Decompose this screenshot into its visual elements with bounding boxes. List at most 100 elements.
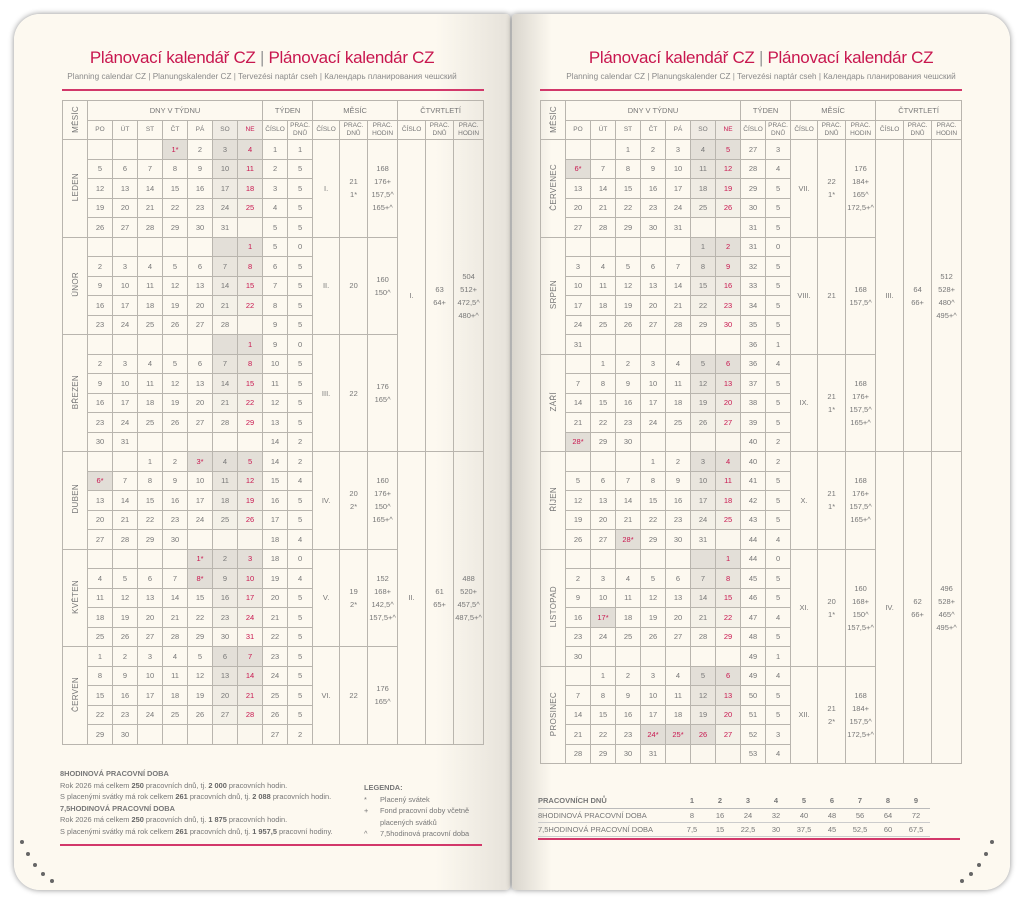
day-cell: 10 (690, 470, 716, 491)
day-cell: 28 (565, 743, 591, 764)
day-header: ST (137, 119, 163, 140)
day-cell: 9 (615, 685, 641, 706)
week-row: 5 6 7 8 9 10 11 2 5 (63, 158, 484, 179)
footer-line: Rok 2026 má celkem 250 pracovních dnů, t… (60, 815, 288, 824)
week-number: 21 (262, 607, 289, 628)
month-number: II. (312, 236, 341, 335)
day-cell: 5 (714, 139, 742, 160)
day-cell: 24 (640, 412, 666, 433)
month-number: XII. (790, 665, 819, 764)
week-number: 14 (262, 451, 289, 472)
week-number: 43 (740, 509, 767, 530)
day-cell: 7 (162, 568, 188, 589)
month-number: VII. (790, 139, 819, 238)
day-cell: 10 (137, 665, 163, 686)
week-workdays: 5 (287, 646, 314, 667)
value: 165^ (374, 697, 391, 707)
day-cell: 4 (714, 451, 742, 472)
day-cell: 19 (640, 607, 666, 628)
day-cell: 3 (137, 646, 163, 667)
day-cell (690, 431, 716, 452)
value: 176+ (852, 391, 870, 401)
day-cell: 14 (565, 704, 591, 725)
day-cell: 21 (212, 295, 238, 316)
day-cell: 2 (187, 139, 213, 160)
value: 165+^ (850, 417, 871, 427)
day-cell: 5 (236, 451, 264, 472)
day-cell: 29 (640, 529, 666, 550)
value: 184+ (852, 703, 870, 713)
week-workdays: 2 (287, 451, 314, 472)
day-cell (690, 743, 716, 764)
week-workdays: 5 (287, 607, 314, 628)
day-cell: 26 (565, 529, 591, 550)
day-cell: 6 (212, 646, 238, 667)
value: 150^ (374, 287, 391, 297)
week-workdays: 5 (765, 470, 792, 491)
quarter-workdays: 62 66+ (903, 451, 933, 764)
day-cell: 11 (236, 158, 264, 179)
day-cell: 5 (87, 158, 113, 179)
week-number: 27 (740, 139, 767, 160)
value: 22 (827, 177, 836, 187)
month-name: LISTOPAD (548, 585, 558, 628)
day-cell: 24* (640, 724, 666, 745)
day-cell: 17 (236, 587, 264, 608)
day-cell: 30 (162, 529, 188, 550)
week-workdays: 5 (287, 295, 314, 316)
day-cell: 6 (137, 568, 163, 589)
day-cell: 27 (590, 529, 616, 550)
month-number: VI. (312, 646, 341, 745)
value: 168 (854, 476, 867, 486)
page-title: Plánovací kalendář CZ | Plánovací kalend… (89, 48, 435, 67)
value: 165^ (852, 190, 869, 200)
value: 457,5^ (457, 599, 480, 609)
day-cell: 21 (615, 509, 641, 530)
day-cell: 21 (137, 197, 163, 218)
day-cell: 7 (212, 256, 238, 277)
day-cell: 19 (690, 392, 716, 413)
value: 1* (828, 190, 836, 200)
day-cell: 15 (690, 275, 716, 296)
day-cell: 14 (565, 392, 591, 413)
week-workdays: 4 (287, 529, 314, 550)
quarter-number: I. (397, 139, 427, 452)
value: 168 (854, 284, 867, 294)
week-row: LISTOPAD 1 44 0 XI. 20 1* 160 168+ 150^ 157,5+^ (540, 548, 962, 667)
week-row: ČERVEN 1 2 3 4 5 6 7 23 5 VI. 22 176 165^ (62, 646, 484, 745)
day-cell: 23 (87, 314, 113, 335)
title-cz: Plánovací kalendář CZ (588, 48, 755, 67)
month-name-cell: ČERVEN (62, 646, 88, 745)
quarter-number: II. (397, 451, 427, 745)
month-workdays: 22 (339, 334, 369, 452)
value: 512+ (460, 284, 478, 294)
day-cell: 25 (162, 704, 188, 725)
week-workdays: 5 (287, 587, 314, 608)
day-cell: 19 (615, 295, 641, 316)
day-cell (714, 529, 742, 550)
week-workdays: 3 (765, 724, 792, 745)
week-number: 31 (740, 217, 767, 238)
day-cell: 22 (236, 392, 264, 413)
day-cell: 9 (714, 256, 742, 277)
value: 160 (854, 583, 867, 593)
day-cell (690, 334, 716, 355)
day-cell: 17 (112, 295, 138, 316)
day-cell: 25 (714, 509, 742, 530)
day-cell: 26 (690, 724, 716, 745)
hours-value: 60 (883, 824, 893, 834)
month-hours: 176 184+ 165^ 172,5+^ (845, 139, 877, 238)
day-cell: 23 (565, 626, 591, 647)
day-cell: 12 (236, 470, 264, 491)
month-number: VIII. (790, 236, 819, 355)
week-workdays: 0 (287, 548, 314, 569)
day-cell (640, 236, 666, 257)
day-cell: 24 (665, 197, 691, 218)
day-cell (640, 646, 666, 667)
day-cell: 2 (714, 236, 742, 257)
day-cell: 2 (162, 451, 188, 472)
day-cell: 14 (162, 587, 188, 608)
day-cell: 30 (212, 626, 238, 647)
day-cell (236, 431, 264, 452)
week-row: 31 36 1 (541, 334, 962, 355)
